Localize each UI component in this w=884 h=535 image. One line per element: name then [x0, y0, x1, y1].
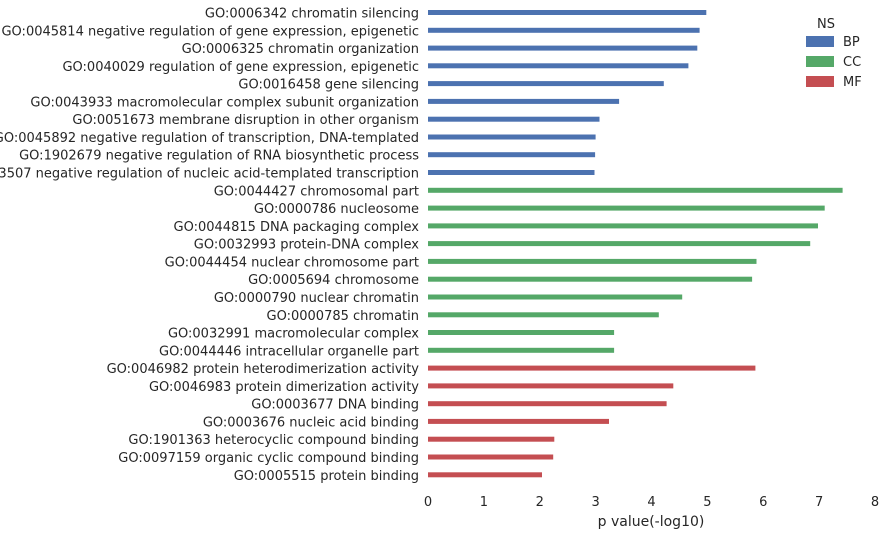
legend-swatch	[806, 76, 834, 87]
bar	[428, 383, 674, 389]
category-label: GO:0097159 organic cyclic compound bindi…	[118, 451, 419, 466]
bar	[428, 63, 689, 69]
bar	[428, 294, 683, 300]
category-label: GO:0005515 protein binding	[234, 469, 419, 484]
x-tick-label: 1	[480, 495, 488, 510]
category-label: GO:0003676 nucleic acid binding	[203, 415, 419, 430]
x-tick-label: 0	[424, 495, 432, 510]
bar	[428, 45, 698, 51]
bar	[428, 27, 700, 33]
bar	[428, 365, 756, 371]
category-label: GO:0006325 chromatin organization	[182, 42, 419, 57]
bar	[428, 241, 811, 247]
category-label: GO:0016458 gene silencing	[238, 78, 419, 93]
category-label: GO:0043933 macromolecular complex subuni…	[30, 95, 419, 110]
x-tick-label: 7	[815, 495, 823, 510]
bar	[428, 116, 600, 122]
bar	[428, 258, 757, 264]
category-labels: GO:0006342 chromatin silencing GO:0045814…	[0, 7, 419, 484]
category-label: GO:0032991 macromolecular complex	[168, 327, 419, 342]
x-tick-label: 5	[703, 495, 711, 510]
x-axis-ticks: 0 1 2 3 4 5 6 7 8	[424, 495, 879, 510]
category-label: GO:0045892 negative regulation of transc…	[0, 131, 419, 146]
legend: NS BP CC MF	[806, 17, 862, 90]
bar	[428, 312, 659, 318]
x-tick-label: 3	[591, 495, 599, 510]
category-label: GO:0044454 nuclear chromosome part	[165, 255, 419, 270]
legend-swatch	[806, 36, 834, 47]
bar	[428, 276, 753, 282]
bar	[428, 472, 542, 478]
category-label: GO:0003677 DNA binding	[251, 398, 419, 413]
category-label: GO:0045814 negative regulation of gene e…	[1, 24, 419, 39]
legend-label: MF	[843, 75, 862, 90]
category-label: GO:0000786 nucleosome	[254, 202, 419, 217]
bar	[428, 205, 825, 211]
bar	[428, 223, 818, 229]
bar	[428, 10, 707, 15]
category-label: GO:0044446 intracellular organelle part	[159, 344, 419, 359]
bar	[428, 187, 843, 193]
category-label: GO:0046982 protein heterodimerization ac…	[107, 362, 420, 377]
bar	[428, 347, 615, 353]
category-label: GO:1903507 negative regulation of nuclei…	[0, 167, 419, 182]
x-tick-label: 6	[759, 495, 767, 510]
bar	[428, 401, 667, 407]
category-label: GO:0000790 nuclear chromatin	[214, 291, 419, 306]
legend-items: BP CC MF	[806, 35, 862, 90]
category-label: GO:0040029 regulation of gene expression…	[62, 60, 419, 75]
bar	[428, 134, 596, 140]
category-label: GO:0006342 chromatin silencing	[205, 7, 419, 22]
bars	[428, 10, 843, 478]
x-tick-label: 4	[647, 495, 655, 510]
bar	[428, 436, 555, 442]
legend-title: NS	[817, 17, 835, 32]
bar	[428, 330, 615, 335]
bar	[428, 98, 620, 104]
legend-label: BP	[843, 35, 860, 50]
category-label: GO:0044815 DNA packaging complex	[174, 220, 420, 235]
category-label: GO:0044427 chromosomal part	[214, 184, 419, 199]
bar	[428, 170, 595, 175]
category-label: GO:0005694 chromosome	[248, 273, 419, 288]
bar	[428, 152, 596, 158]
category-label: GO:0032993 protein-DNA complex	[194, 238, 420, 253]
category-label: GO:0046983 protein dimerization activity	[149, 380, 419, 395]
x-tick-label: 8	[871, 495, 879, 510]
bar	[428, 418, 609, 424]
bar	[428, 454, 554, 460]
category-label: GO:1901363 heterocyclic compound binding	[128, 433, 419, 448]
bar	[428, 81, 664, 87]
category-label: GO:0000785 chromatin	[267, 309, 419, 324]
category-label: GO:1902679 negative regulation of RNA bi…	[19, 149, 419, 164]
x-tick-label: 2	[536, 495, 544, 510]
legend-swatch	[806, 56, 834, 67]
legend-label: CC	[843, 55, 861, 70]
x-axis-title: p value(-log10)	[598, 514, 705, 530]
category-label: GO:0051673 membrane disruption in other …	[72, 113, 419, 128]
